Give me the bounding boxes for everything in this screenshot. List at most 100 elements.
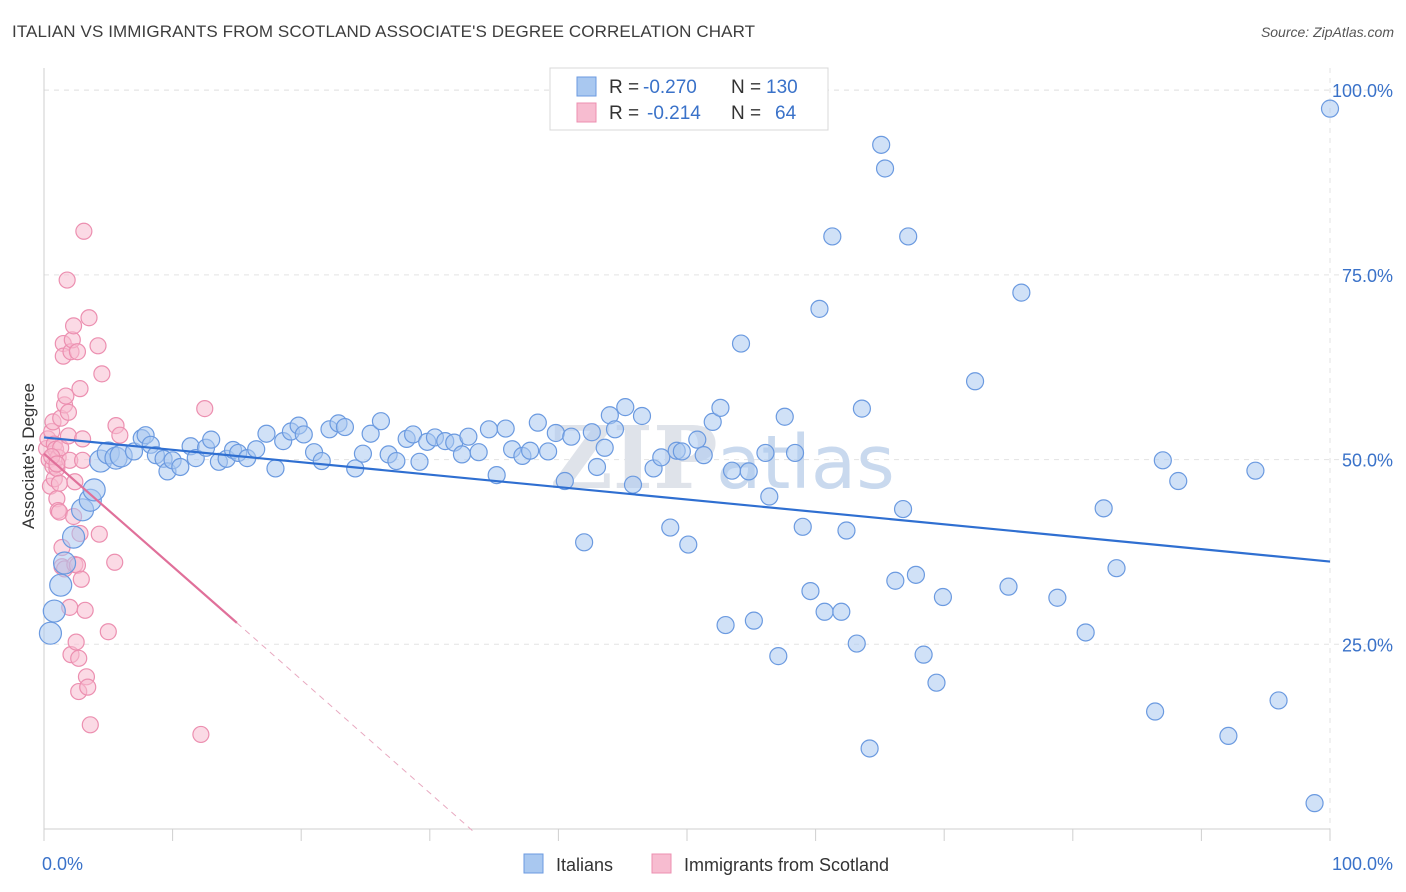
scotland-point xyxy=(75,222,93,240)
italian-point xyxy=(371,412,391,431)
italian-points xyxy=(38,99,1340,813)
italian-trend-line xyxy=(43,436,1331,563)
italian-point xyxy=(872,135,891,154)
italian-point xyxy=(452,445,472,464)
scotland-point xyxy=(59,427,78,445)
italian-point xyxy=(837,521,856,540)
scotland-point xyxy=(71,380,89,398)
correlation-legend: R = -0.270 N = 130 R = -0.214 N = 64 xyxy=(549,67,829,131)
scotland-point xyxy=(72,570,90,588)
italian-point xyxy=(914,645,933,664)
y-tick-labels: 25.0% 50.0% 75.0% 100.0% xyxy=(1332,81,1393,655)
scotland-point xyxy=(68,343,87,361)
italian-point xyxy=(1219,726,1238,746)
italian-point xyxy=(999,577,1018,596)
y-tick-label-25: 25.0% xyxy=(1342,635,1393,655)
legend-r-value-1: -0.270 xyxy=(643,77,697,98)
italian-point xyxy=(38,621,63,645)
italian-point xyxy=(1305,794,1324,813)
italian-point xyxy=(1076,623,1095,642)
italian-point xyxy=(711,398,730,417)
scotland-point xyxy=(57,387,75,405)
italian-point xyxy=(49,573,73,597)
legend-n-label-2: N = xyxy=(731,103,761,124)
legend-swatch-italians xyxy=(576,76,597,97)
italian-point xyxy=(459,427,478,446)
italian-point xyxy=(899,227,918,246)
scotland-point xyxy=(79,678,97,696)
italian-point xyxy=(933,587,953,607)
italian-point xyxy=(403,425,423,444)
scotland-trend-line xyxy=(43,452,238,624)
italian-point xyxy=(605,420,625,439)
italian-point xyxy=(1320,99,1340,118)
italian-point xyxy=(623,475,643,494)
series-label-italians: Italians xyxy=(556,855,613,875)
scotland-point xyxy=(196,400,214,418)
legend-swatch-scotland xyxy=(576,102,597,123)
scotland-point xyxy=(93,365,111,383)
y-tick-label-75: 75.0% xyxy=(1342,266,1393,286)
italian-point xyxy=(52,551,77,575)
italian-point xyxy=(847,634,866,653)
trend-lines xyxy=(43,436,1331,834)
scotland-point xyxy=(50,474,69,492)
scotland-point xyxy=(192,725,210,744)
italian-point xyxy=(353,444,373,463)
italian-point xyxy=(801,581,820,601)
scotland-point xyxy=(58,271,76,289)
scotland-point xyxy=(99,623,117,641)
italian-point xyxy=(521,441,540,460)
italian-point xyxy=(1246,461,1265,480)
scotland-point xyxy=(76,601,94,619)
italian-point xyxy=(335,417,355,437)
italian-point xyxy=(469,443,488,462)
italian-point xyxy=(1269,691,1288,710)
scotland-point xyxy=(80,309,98,327)
scotland-point xyxy=(73,451,92,469)
italian-point xyxy=(694,446,713,465)
italian-point xyxy=(652,448,671,467)
italian-point xyxy=(731,334,751,353)
italian-point xyxy=(906,565,926,584)
italian-point xyxy=(61,525,86,549)
y-tick-label-100: 100.0% xyxy=(1332,81,1393,101)
italian-point xyxy=(815,602,834,621)
italian-point xyxy=(410,452,429,471)
italian-point xyxy=(860,739,879,758)
italian-point xyxy=(257,424,276,443)
scotland-point xyxy=(106,553,124,571)
italian-point xyxy=(555,471,574,491)
italian-point xyxy=(171,457,190,477)
italian-point xyxy=(82,478,106,502)
scotland-point xyxy=(73,430,92,448)
italian-point xyxy=(1153,451,1172,470)
x-tick-label-max: 100.0% xyxy=(1332,854,1393,874)
italian-point xyxy=(312,451,331,471)
italian-point xyxy=(632,406,652,426)
italian-point xyxy=(744,611,763,630)
italian-point xyxy=(785,443,805,463)
chart-title: ITALIAN VS IMMIGRANTS FROM SCOTLAND ASSO… xyxy=(12,22,756,41)
italian-point xyxy=(616,398,635,417)
italian-point xyxy=(562,427,581,446)
italian-point xyxy=(672,442,691,461)
italian-point xyxy=(852,399,871,418)
italian-point xyxy=(886,571,905,590)
italian-point xyxy=(760,487,779,506)
italian-point xyxy=(703,412,722,432)
legend-n-label-1: N = xyxy=(731,77,761,98)
legend-r-label-2: R = xyxy=(609,103,639,124)
y-axis-label: Associate's Degree xyxy=(19,383,38,529)
italian-point xyxy=(479,420,499,439)
italian-point xyxy=(1048,588,1067,607)
legend-r-value-2: -0.214 xyxy=(647,103,701,124)
italian-point xyxy=(387,451,406,471)
italian-point xyxy=(1094,499,1113,518)
scotland-point xyxy=(90,525,108,543)
y-tick-label-50: 50.0% xyxy=(1342,451,1393,471)
scotland-point xyxy=(81,716,99,734)
italian-point xyxy=(893,499,913,519)
italian-point xyxy=(775,407,794,426)
